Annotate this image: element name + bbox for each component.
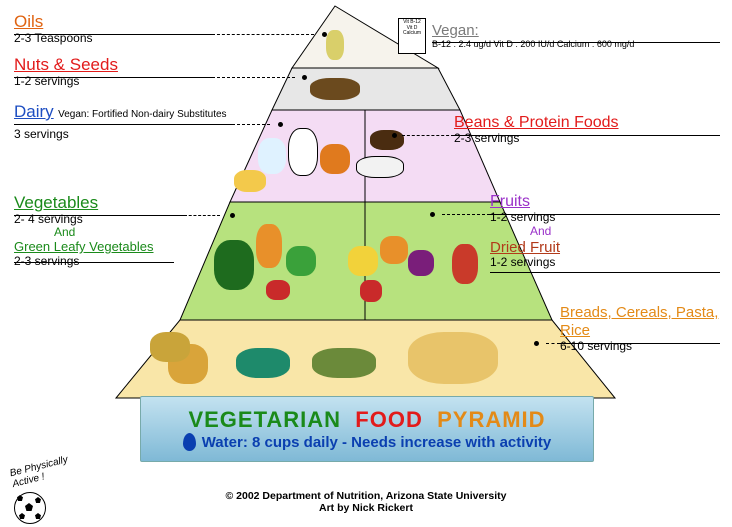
food-grain-bowl	[312, 348, 376, 378]
food-cereal-bowl	[236, 348, 290, 378]
food-leafy-greens	[214, 240, 254, 290]
food-raisin-box	[452, 244, 478, 284]
food-cheese	[234, 170, 266, 192]
food-bread-loaf	[408, 332, 498, 384]
cat-protein: Beans & Protein Foods	[454, 114, 619, 132]
food-tomato	[266, 280, 290, 300]
rule-vegan	[432, 42, 720, 43]
food-lemon	[348, 246, 378, 276]
supplement-box-icon: Vit B-12Vit DCalcium	[398, 18, 426, 54]
tick-dairy	[278, 122, 283, 127]
dash-veg	[184, 215, 220, 216]
credit: © 2002 Department of Nutrition, Arizona …	[0, 490, 732, 514]
food-grapes	[408, 250, 434, 276]
tick-fruits	[430, 212, 435, 217]
cat-nuts: Nuts & Seeds	[14, 55, 118, 75]
rule-leafy	[14, 262, 174, 263]
fruits-and: And	[530, 225, 560, 239]
food-milk-carton	[288, 128, 318, 176]
food-soy-milk	[258, 138, 286, 174]
food-orange	[380, 236, 408, 264]
rule-fruits	[490, 214, 720, 215]
rule-dried	[490, 272, 720, 273]
rule-veg	[14, 215, 184, 216]
food-wheat-stalk	[150, 332, 190, 362]
vegan-detail: B-12 : 2.4 ug/d Vit D : 200 IU/d Calcium…	[432, 39, 634, 49]
title-banner: VEGETARIAN FOOD PYRAMID Water: 8 cups da…	[140, 396, 594, 462]
serv-dried: 1-2 servings	[490, 256, 560, 270]
food-pepper	[286, 246, 316, 276]
tick-protein	[392, 133, 397, 138]
rule-nuts	[14, 77, 212, 78]
dash-fruits	[442, 214, 490, 215]
rule-protein	[454, 135, 720, 136]
dash-oils	[212, 34, 314, 35]
water-drop-icon	[183, 433, 196, 451]
dash-nuts	[212, 77, 295, 78]
tick-oils	[322, 32, 327, 37]
food-beans-bowl	[370, 130, 404, 150]
cat-dried: Dried Fruit	[490, 239, 560, 256]
food-carrots	[256, 224, 282, 268]
food-oil-bottle	[326, 30, 344, 60]
tick-grains	[534, 341, 539, 346]
dash-grains	[546, 343, 560, 344]
dash-protein	[402, 135, 454, 136]
water-line: Water: 8 cups daily - Needs increase wit…	[183, 433, 552, 451]
cat-fruits: Fruits	[490, 193, 560, 211]
food-peanut-butter	[320, 144, 350, 174]
cat-oils: Oils	[14, 12, 93, 32]
food-tofu	[356, 156, 404, 178]
rule-oils	[14, 34, 212, 35]
rule-grains	[560, 343, 720, 344]
cat-grains: Breads, Cereals, Pasta, Rice	[560, 304, 720, 340]
cat-dairy: Dairy	[14, 102, 54, 121]
title-line: VEGETARIAN FOOD PYRAMID	[188, 407, 545, 433]
food-apple	[360, 280, 382, 302]
rule-dairy	[14, 124, 232, 125]
cat-vegan: Vegan:	[432, 22, 634, 39]
dash-dairy	[232, 124, 270, 125]
veg-and: And	[54, 226, 154, 240]
food-nuts	[310, 78, 360, 100]
dairy-extra: Vegan: Fortified Non-dairy Substitutes	[58, 109, 226, 120]
tick-veg	[230, 213, 235, 218]
cat-leafy: Green Leafy Vegetables	[14, 240, 154, 255]
tick-nuts	[302, 75, 307, 80]
serv-dairy: 3 servings	[14, 128, 227, 142]
cat-veg: Vegetables	[14, 193, 154, 213]
